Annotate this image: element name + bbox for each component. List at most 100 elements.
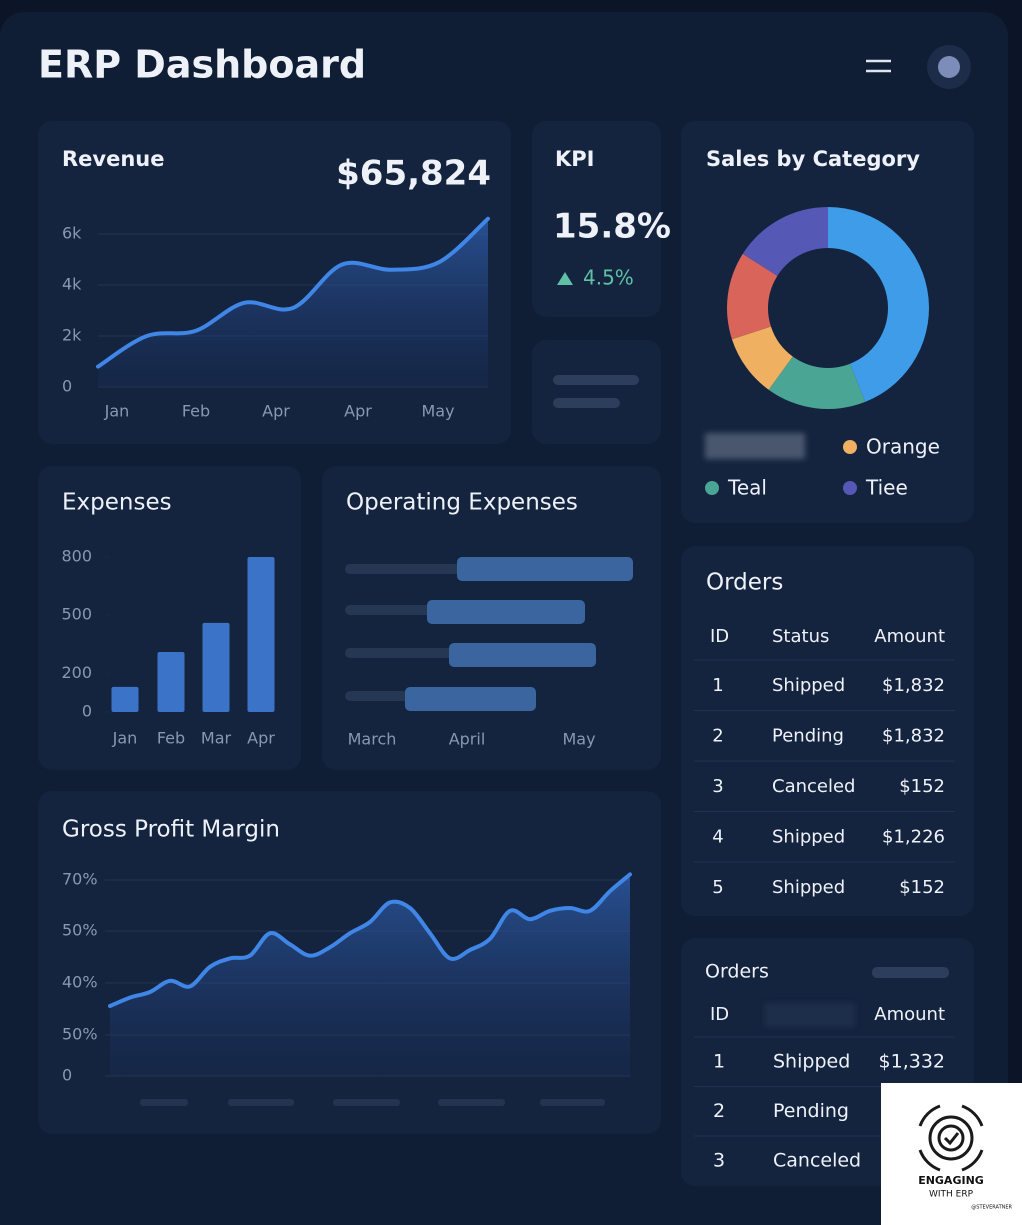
badge-line: ENGAGING	[918, 1174, 984, 1187]
avatar[interactable]	[927, 45, 971, 89]
y-tick-label: 500	[61, 605, 92, 624]
bar	[202, 622, 230, 712]
legend-label: Tiee	[865, 476, 908, 500]
blurred-legend	[705, 433, 805, 459]
donut-segment	[742, 207, 828, 276]
x-tick-label: Jan	[112, 729, 138, 748]
kpi-change: 4.5%	[583, 266, 634, 290]
x-tick-label: Apr	[247, 729, 275, 748]
expenses-card	[38, 466, 301, 770]
y-tick-label: 40%	[62, 973, 98, 992]
donut-segment	[726, 253, 778, 340]
card-title: Revenue	[62, 147, 165, 171]
table-cell: $152	[899, 877, 945, 898]
card-title: Expenses	[62, 490, 172, 516]
donut-segment	[768, 356, 866, 410]
x-tick-label: Apr	[262, 402, 290, 421]
badge-handle: @STEVERATNER	[971, 1205, 1012, 1211]
y-tick-label: 50%	[62, 1025, 98, 1044]
table-cell: 2	[712, 726, 723, 747]
y-tick-label: 6k	[62, 224, 82, 243]
y-tick-label: 50%	[62, 921, 98, 940]
orders-card	[681, 546, 974, 916]
bar	[111, 686, 139, 712]
table-cell: Pending	[773, 1100, 849, 1122]
table-cell: Shipped	[773, 1051, 850, 1073]
legend-swatch	[843, 440, 857, 454]
card-title: Gross Profit Margin	[62, 817, 280, 843]
x-tick-label: May	[562, 730, 595, 749]
table-cell: 3	[713, 1150, 725, 1172]
table-cell: 3	[712, 776, 723, 797]
x-tick-label: May	[421, 402, 454, 421]
table-header: Amount	[874, 1004, 945, 1025]
placeholder-bar	[553, 398, 620, 408]
sales-card	[681, 121, 974, 523]
placeholder-card	[532, 340, 661, 444]
x-tick-label: Feb	[157, 729, 185, 748]
badge-line: WITH ERP	[929, 1190, 974, 1200]
menu-button[interactable]	[866, 59, 891, 73]
table-header: ID	[710, 626, 729, 647]
bar	[247, 557, 275, 712]
table-cell: $1,832	[882, 675, 945, 696]
x-tick-label: Apr	[344, 402, 372, 421]
card-title: Operating Expenses	[346, 490, 578, 516]
table-cell: $1,332	[879, 1051, 945, 1073]
legend-label: Orange	[866, 435, 940, 459]
y-tick-label: 200	[61, 663, 92, 682]
y-tick-label: 800	[61, 547, 92, 566]
table-cell: Pending	[772, 726, 844, 747]
table-header: Amount	[874, 626, 945, 647]
legend-swatch	[705, 481, 719, 495]
x-tick-label: Mar	[201, 729, 232, 748]
bar	[157, 651, 185, 712]
card-title: Orders	[705, 961, 769, 983]
table-cell: 4	[712, 827, 723, 848]
blurred-header	[765, 1003, 855, 1027]
table-cell: Canceled	[772, 776, 855, 797]
charts: 0 2k 4k 6k Jan Feb Apr Apr May 70% 50% 40% 50% 0 0 200 5…	[61, 207, 955, 1172]
card-title: Orders	[706, 570, 783, 596]
y-tick-label: 0	[62, 1066, 72, 1085]
kpi-card	[532, 121, 661, 317]
x-tick-label: Jan	[104, 402, 130, 421]
operating-bars	[345, 557, 633, 711]
line	[108, 872, 632, 1008]
y-tick-label: 0	[82, 702, 92, 721]
page-title: ERP Dashboard	[38, 43, 366, 87]
table-cell: Shipped	[772, 827, 845, 848]
revenue-total: $65,824	[336, 154, 491, 194]
table-cell: 1	[713, 1051, 725, 1073]
table-header: Status	[772, 626, 829, 647]
table-cell: 1	[712, 675, 723, 696]
table-header: ID	[710, 1004, 729, 1025]
y-tick-label: 0	[62, 377, 72, 396]
donut-segment	[731, 326, 793, 390]
table-cell: $152	[899, 776, 945, 797]
table-cell: Canceled	[773, 1150, 861, 1172]
line	[96, 216, 490, 369]
table-cell: $1,832	[882, 726, 945, 747]
placeholder-bar	[553, 375, 639, 385]
placeholder-bar	[872, 967, 949, 978]
table-cell: 2	[713, 1100, 725, 1122]
x-tick-label: March	[348, 730, 397, 749]
x-tick-label: Feb	[182, 402, 210, 421]
table-cell: $1,226	[882, 827, 945, 848]
table-cell: Shipped	[772, 675, 845, 696]
y-tick-label: 4k	[62, 275, 82, 294]
legend-label: Teal	[727, 476, 767, 500]
badge: ENGAGING WITH ERP @STEVERATNER	[881, 1083, 1022, 1225]
kpi-value: 15.8%	[553, 207, 671, 247]
card-title: KPI	[555, 147, 594, 171]
donut-segment	[828, 207, 929, 402]
y-tick-label: 2k	[62, 326, 82, 345]
table-cell: 5	[712, 877, 723, 898]
card-title: Sales by Category	[706, 147, 920, 171]
x-tick-label: April	[449, 730, 486, 749]
legend-swatch	[843, 481, 857, 495]
table-cell: Shipped	[772, 877, 845, 898]
